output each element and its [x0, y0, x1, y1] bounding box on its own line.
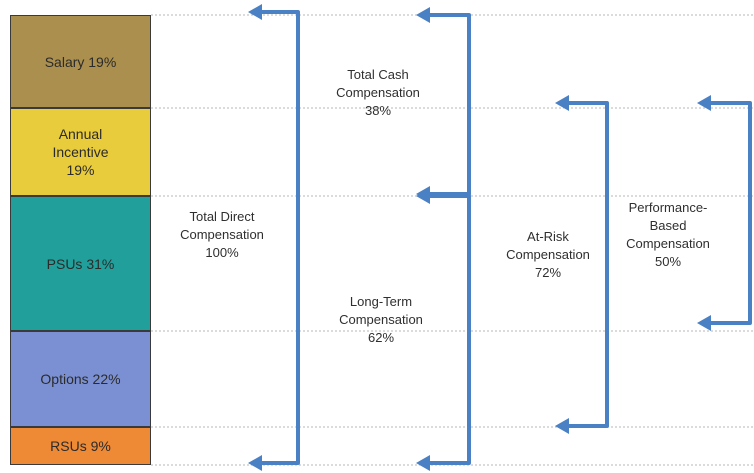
segment-annual-incentive-label: Annual Incentive 19%: [52, 126, 109, 178]
bracket-at-risk: [555, 95, 609, 434]
label-performance-based-name: Performance- Based Compensation: [626, 200, 710, 251]
label-performance-based: Performance- Based Compensation 50%: [614, 199, 722, 271]
label-total-direct-name: Total Direct Compensation: [180, 209, 264, 242]
label-at-risk: At-Risk Compensation 72%: [488, 228, 608, 282]
segment-annual-incentive: Annual Incentive 19%: [10, 108, 151, 196]
segment-options: Options 22%: [10, 331, 151, 427]
segment-rsus: RSUs 9%: [10, 427, 151, 465]
label-total-cash: Total Cash Compensation 38%: [318, 66, 438, 120]
label-long-term-pct: 62%: [367, 330, 395, 345]
segment-rsus-label: RSUs 9%: [50, 438, 111, 454]
segment-salary: Salary 19%: [10, 15, 151, 108]
bracket-total-direct: [248, 4, 300, 471]
brackets: [248, 4, 752, 471]
label-long-term: Long-Term Compensation 62%: [326, 293, 436, 347]
segment-options-label: Options 22%: [40, 371, 121, 387]
label-total-direct-pct: 100%: [205, 245, 239, 260]
label-total-cash-pct: 38%: [364, 103, 392, 118]
label-at-risk-pct: 72%: [534, 265, 562, 280]
segment-psus: PSUs 31%: [10, 196, 151, 331]
label-at-risk-name: At-Risk Compensation: [506, 229, 590, 262]
label-total-direct: Total Direct Compensation 100%: [162, 208, 282, 262]
label-long-term-name: Long-Term Compensation: [339, 294, 423, 327]
bracket-performance-based: [697, 95, 752, 331]
label-performance-based-pct: 50%: [654, 254, 682, 269]
label-total-cash-name: Total Cash Compensation: [336, 67, 420, 100]
bracket-long-term: [416, 188, 471, 471]
segment-psus-label: PSUs 31%: [46, 255, 115, 272]
segment-salary-label: Salary 19%: [44, 53, 117, 70]
